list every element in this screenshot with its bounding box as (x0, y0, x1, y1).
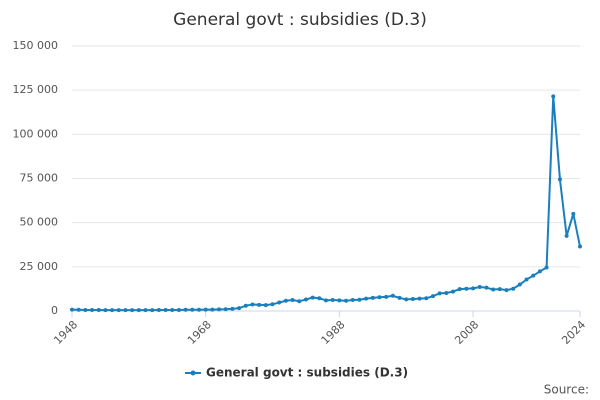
point (324, 298, 328, 303)
point (297, 299, 302, 304)
point (290, 298, 295, 303)
point (83, 307, 88, 312)
legend-marker (190, 370, 196, 376)
x-tick-label: 2024 (559, 318, 588, 347)
point (176, 307, 181, 312)
point (330, 298, 335, 303)
point (404, 297, 409, 302)
point (257, 302, 262, 307)
point (250, 302, 255, 307)
y-tick-label: 150 000 (13, 39, 59, 52)
point (390, 293, 395, 298)
point (497, 287, 502, 292)
point (350, 298, 355, 303)
point (524, 277, 529, 282)
point (357, 297, 362, 302)
point (437, 291, 442, 296)
point (430, 294, 435, 299)
point (263, 303, 268, 308)
y-tick-label: 50 000 (20, 216, 59, 229)
point (537, 269, 542, 274)
point (156, 307, 161, 312)
series-line (71, 96, 581, 312)
point (317, 296, 322, 301)
point (123, 308, 128, 313)
x-tick-label: 1968 (185, 318, 214, 347)
point (344, 298, 349, 303)
point (451, 289, 455, 294)
x-tick-label: 1988 (319, 318, 348, 347)
point (471, 286, 476, 291)
point (491, 287, 496, 292)
point (277, 300, 282, 305)
point (150, 308, 155, 313)
point (103, 308, 108, 313)
y-tick-label: 100 000 (13, 127, 59, 140)
point (217, 307, 222, 312)
point (96, 307, 101, 312)
point (417, 296, 422, 301)
point (457, 287, 462, 292)
point (136, 308, 141, 313)
point (397, 295, 402, 300)
point (564, 233, 569, 238)
point (377, 295, 382, 300)
point (143, 308, 148, 313)
x-tick-label: 1948 (51, 318, 80, 347)
point (90, 307, 95, 312)
y-tick-label: 25 000 (20, 260, 59, 273)
point (270, 302, 275, 307)
point (370, 295, 375, 300)
point (424, 296, 429, 301)
legend-label: General govt : subsidies (D.3) (206, 366, 408, 380)
point (464, 286, 469, 291)
point (163, 307, 168, 312)
point (511, 286, 516, 291)
point (551, 94, 556, 99)
point (531, 273, 536, 278)
point (283, 298, 288, 303)
point (197, 307, 201, 312)
point (116, 308, 121, 313)
y-tick-label: 125 000 (13, 83, 59, 96)
point (484, 285, 489, 290)
point (557, 177, 562, 182)
point (130, 308, 135, 313)
x-tick-label: 2008 (452, 318, 481, 347)
point (544, 265, 549, 270)
point (364, 296, 369, 301)
point (210, 307, 215, 312)
point (110, 308, 115, 313)
chart-title: General govt : subsidies (D.3) (173, 10, 427, 30)
point (190, 307, 195, 312)
point (203, 307, 208, 312)
point (243, 303, 248, 308)
point (337, 298, 342, 303)
point (170, 307, 175, 312)
point (504, 288, 509, 293)
point (237, 306, 242, 311)
y-tick-label: 0 (51, 304, 58, 317)
point (223, 307, 228, 312)
point (76, 307, 81, 312)
point (303, 297, 308, 302)
y-tick-label: 75 000 (20, 172, 59, 185)
point (571, 211, 576, 216)
source: Source: (544, 383, 589, 397)
point (230, 306, 235, 311)
point (578, 244, 582, 249)
point (410, 296, 415, 301)
point (444, 290, 449, 295)
point (70, 307, 74, 312)
point (384, 294, 389, 299)
point (183, 307, 188, 312)
point (477, 284, 482, 289)
point (310, 295, 315, 300)
point (517, 282, 522, 287)
